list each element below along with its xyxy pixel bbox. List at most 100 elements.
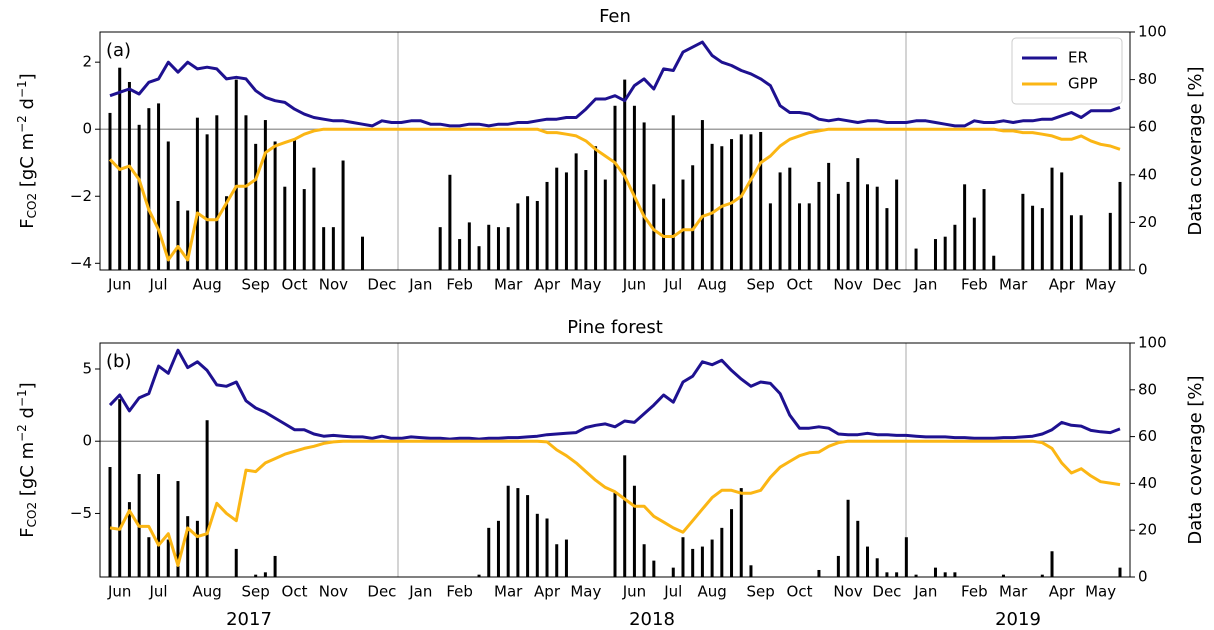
coverage-bar [293, 139, 297, 270]
coverage-bar [662, 198, 666, 270]
coverage-bar [768, 203, 772, 270]
coverage-bar [574, 153, 578, 270]
x-tick-label: Jan [913, 276, 937, 294]
coverage-bar [691, 165, 695, 270]
coverage-bar [477, 246, 481, 270]
x-tick-label: Oct [787, 583, 813, 601]
x-tick-label: Mar [494, 583, 523, 601]
coverage-bar [127, 81, 131, 270]
x-tick-label: Jul [149, 276, 168, 294]
coverage-bar [312, 167, 316, 270]
x-tick-label: May [570, 276, 601, 294]
x-tick-label: May [1085, 583, 1116, 601]
coverage-bar [827, 162, 831, 270]
coverage-bar [652, 560, 656, 577]
y-axis-label-part: F [17, 218, 38, 228]
coverage-bar [176, 481, 180, 577]
x-tick-label: Jun [622, 276, 646, 294]
coverage-bar [739, 488, 743, 577]
coverage-bar [992, 255, 996, 270]
x-tick-label: Oct [282, 583, 308, 601]
coverage-bar [545, 518, 549, 577]
x-tick-label: Jul [663, 276, 682, 294]
coverage-bar [856, 158, 860, 270]
y-axis-label-part: −2 [15, 115, 29, 133]
coverage-bar [108, 112, 112, 270]
coverage-bar [1040, 574, 1044, 577]
coverage-bar [778, 172, 782, 270]
coverage-bar [788, 167, 792, 270]
chart-title: Pine forest [567, 317, 663, 338]
coverage-bar [166, 539, 170, 577]
legend-box [1011, 37, 1123, 105]
coverage-bar [594, 146, 598, 270]
coverage-bar [487, 224, 491, 270]
y2-tick-label: 40 [1138, 165, 1157, 183]
legend: ER GPP [1011, 37, 1123, 105]
coverage-bar [836, 193, 840, 270]
coverage-bar [526, 196, 530, 270]
x-tick-label: Jun [622, 583, 646, 601]
y-axis-label-part: −1 [15, 80, 29, 98]
y2-tick-label: 100 [1138, 334, 1167, 352]
y-tick-label: 2 [82, 53, 92, 71]
coverage-bar [516, 203, 520, 270]
coverage-bar [749, 134, 753, 270]
y-axis-label: FCO2 [gC m−2 d−1] [15, 382, 39, 537]
coverage-bar [166, 141, 170, 270]
y2-tick-label: 60 [1138, 427, 1157, 445]
x-tick-label: Dec [872, 276, 901, 294]
x-tick-label: Aug [192, 276, 221, 294]
coverage-bar [147, 108, 151, 270]
x-tick-label: Jan [913, 583, 937, 601]
coverage-bar [856, 520, 860, 577]
coverage-bar [234, 79, 238, 270]
plot-frame [99, 342, 1131, 578]
coverage-bar [1050, 167, 1054, 270]
y2-tick-label: 40 [1138, 474, 1157, 492]
y-axis-label-part: [gC m [17, 442, 38, 502]
coverage-bar [875, 558, 879, 577]
coverage-bar [1021, 193, 1025, 270]
coverage-bar [623, 455, 627, 577]
coverage-bar [933, 567, 937, 577]
coverage-bar [642, 122, 646, 270]
coverage-bar [584, 170, 588, 270]
coverage-bar [895, 572, 899, 577]
coverage-bar [953, 224, 957, 270]
x-tick-label: Jul [149, 583, 168, 601]
x-tick-label: May [1085, 276, 1116, 294]
coverage-bar [564, 172, 568, 270]
x-tick-label: Jun [107, 583, 131, 601]
coverage-bar [263, 572, 267, 577]
legend-label: GPP [1068, 75, 1098, 93]
x-tick-label: Mar [999, 276, 1028, 294]
coverage-bar [720, 527, 724, 577]
coverage-bar [225, 196, 229, 270]
x-tick-label: Dec [872, 583, 901, 601]
x-tick-label: Apr [1049, 583, 1076, 601]
coverage-bar [749, 565, 753, 577]
x-tick-label: Nov [319, 276, 348, 294]
x-tick-label: Jan [408, 583, 432, 601]
y-axis-label-part: d [17, 407, 38, 424]
coverage-bar [467, 222, 471, 270]
coverage-bar [1031, 205, 1035, 270]
coverage-bar [176, 200, 180, 270]
x-tick-label: May [570, 583, 601, 601]
coverage-bar [302, 189, 306, 270]
coverage-bar [555, 167, 559, 270]
coverage-bar [817, 181, 821, 270]
coverage-bar [526, 495, 530, 577]
coverage-bar [691, 548, 695, 577]
x-tick-label: Apr [1049, 276, 1076, 294]
coverage-bar [516, 488, 520, 577]
coverage-bar [506, 227, 510, 270]
coverage-bar [564, 539, 568, 577]
coverage-bar [361, 236, 364, 270]
coverage-bar [885, 208, 889, 270]
coverage-bar [487, 527, 491, 577]
x-tick-label: Mar [494, 276, 523, 294]
coverage-bar [458, 239, 462, 270]
